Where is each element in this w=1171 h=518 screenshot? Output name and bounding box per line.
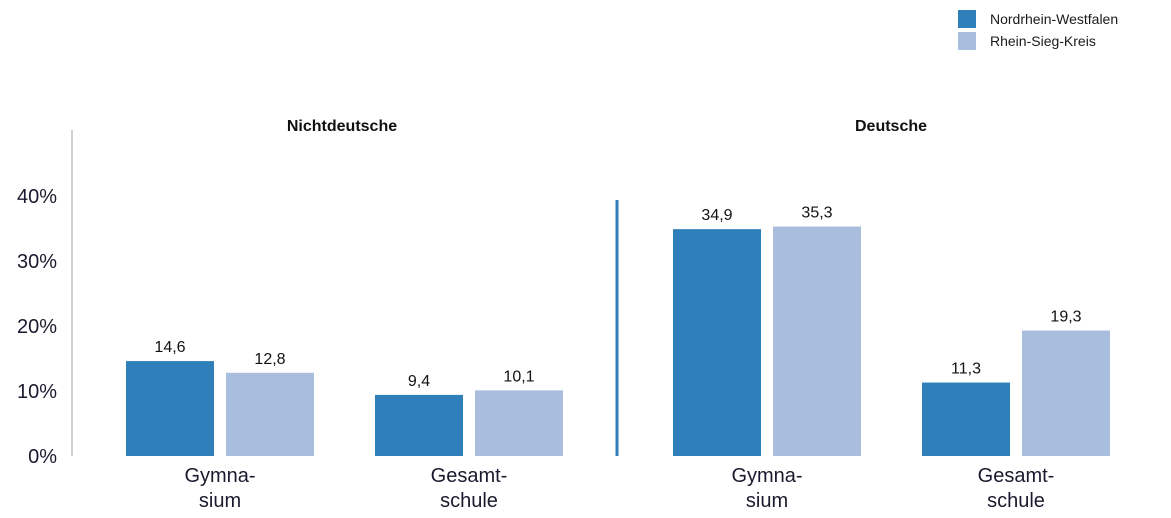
category-label-line2: schule [987,490,1045,512]
bar [1022,330,1110,456]
bar [673,229,761,456]
data-label: 19,3 [1050,309,1081,326]
data-label: 11,3 [951,361,981,378]
bar [226,372,314,456]
category-label-line1: Gesamt- [978,465,1055,487]
data-label: 9,4 [408,373,430,390]
legend-item-rsk: Rhein-Sieg-Kreis [958,30,1118,52]
legend-label-rsk: Rhein-Sieg-Kreis [990,33,1096,49]
category-label-line1: Gymna- [731,465,802,487]
y-tick-label: 20% [17,316,57,338]
category-label-line2: sium [746,490,788,512]
legend-swatch-rsk [958,32,976,50]
data-label: 10,1 [503,368,534,385]
legend: Nordrhein-Westfalen Rhein-Sieg-Kreis [958,8,1118,52]
bar [475,390,563,456]
y-tick-label: 10% [17,381,57,403]
y-tick-label: 0% [28,446,57,468]
y-tick-label: 30% [17,251,57,273]
bar [375,394,463,456]
legend-label-nrw: Nordrhein-Westfalen [990,11,1119,27]
data-label: 12,8 [254,351,285,368]
data-label: 35,3 [801,205,832,222]
group-title: Deutsche [855,118,927,135]
y-tick-label: 40% [17,186,57,208]
bar [126,361,214,456]
bar [922,382,1010,456]
bar [773,226,861,456]
category-label-line2: schule [440,490,498,512]
data-label: 34,9 [701,207,732,224]
category-label-line1: Gesamt- [431,465,508,487]
data-label: 14,6 [154,339,185,356]
category-label-line1: Gymna- [184,465,255,487]
group-title: Nichtdeutsche [287,118,397,135]
legend-swatch-nrw [958,10,976,28]
category-label-line2: sium [199,490,241,512]
legend-item-nrw: Nordrhein-Westfalen [958,8,1118,30]
